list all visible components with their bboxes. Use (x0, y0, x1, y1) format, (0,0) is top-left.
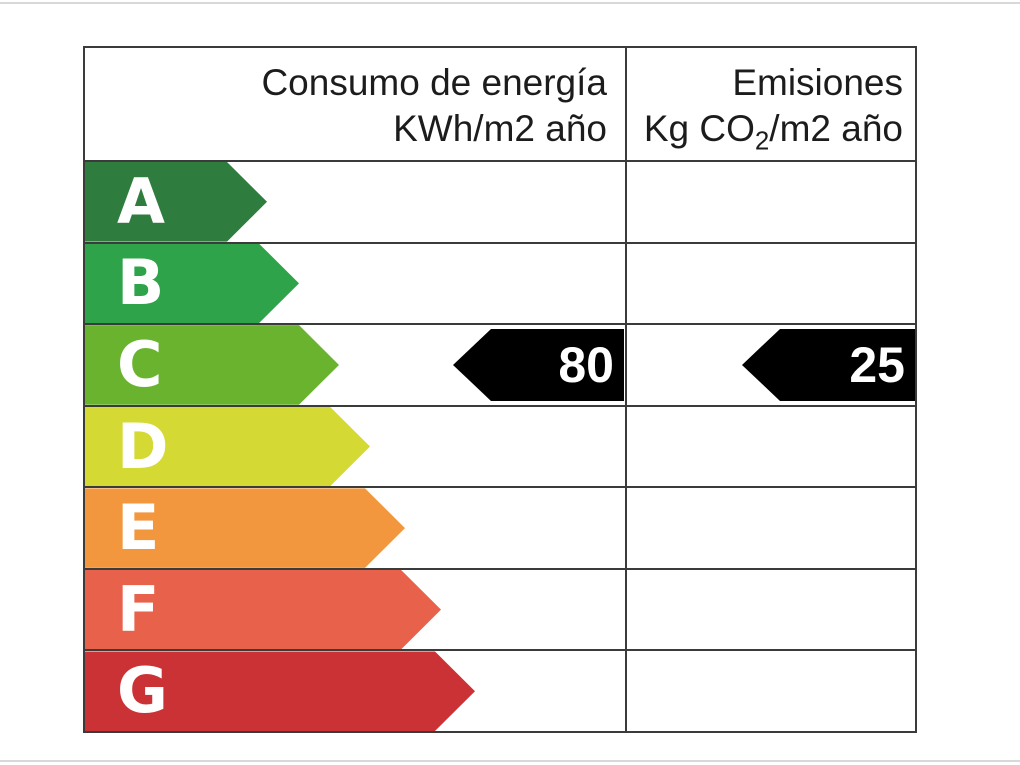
header-emissions-line1: Emisiones (732, 62, 903, 103)
header-consumption-line1: Consumo de energía (261, 62, 607, 103)
header-emissions: Emisiones Kg CO2/m2 año (625, 48, 915, 160)
header-consumption: Consumo de energía KWh/m2 año (85, 48, 625, 160)
rating-letter: C (117, 327, 163, 401)
table-header: Consumo de energía KWh/m2 año Emisiones … (85, 48, 915, 160)
rating-bar-g: G (85, 651, 475, 731)
header-consumption-line2: KWh/m2 año (393, 108, 607, 149)
rating-row-d: D (85, 404, 915, 487)
rating-bar-c: C (85, 325, 339, 405)
rating-row-f: F (85, 567, 915, 650)
rating-bar-e: E (85, 488, 405, 568)
rating-letter: G (117, 654, 168, 728)
column-divider (625, 48, 627, 731)
rating-bar-a: A (85, 162, 267, 242)
header-emissions-line2: Kg CO2/m2 año (643, 108, 903, 156)
rating-letter: F (117, 572, 160, 646)
image-top-border (0, 2, 1020, 4)
rating-row-a: A (85, 160, 915, 242)
rating-letter: D (117, 409, 169, 483)
rating-bar-d: D (85, 407, 370, 487)
consumption-value-arrow: 80 (453, 328, 624, 401)
indicator-value: 80 (558, 336, 614, 393)
rating-letter: E (117, 491, 160, 565)
ratings-scale: A B C 80 25 D E F G (85, 160, 915, 731)
rating-letter: B (117, 246, 165, 320)
rating-bar-b: B (85, 244, 299, 324)
indicator-value: 25 (849, 336, 905, 393)
energy-certificate-table: Consumo de energía KWh/m2 año Emisiones … (83, 46, 917, 733)
emissions-value-arrow: 25 (742, 328, 915, 401)
rating-row-c: C 80 25 (85, 323, 915, 405)
image-bottom-border (0, 760, 1020, 762)
rating-row-b: B (85, 241, 915, 324)
rating-letter: A (117, 164, 165, 238)
rating-row-e: E (85, 486, 915, 568)
rating-bar-f: F (85, 570, 441, 650)
rating-row-g: G (85, 649, 915, 731)
